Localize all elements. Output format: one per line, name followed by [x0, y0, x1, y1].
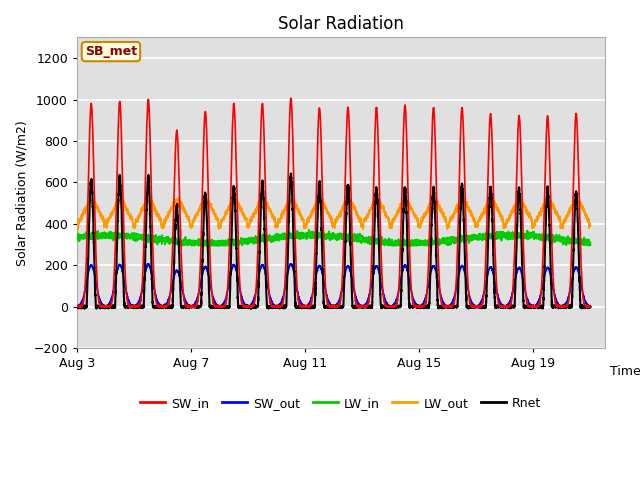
- Title: Solar Radiation: Solar Radiation: [278, 15, 404, 33]
- Text: SB_met: SB_met: [85, 45, 137, 58]
- Legend: SW_in, SW_out, LW_in, LW_out, Rnet: SW_in, SW_out, LW_in, LW_out, Rnet: [135, 392, 547, 415]
- Y-axis label: Solar Radiation (W/m2): Solar Radiation (W/m2): [15, 120, 28, 265]
- X-axis label: Time: Time: [611, 365, 640, 378]
